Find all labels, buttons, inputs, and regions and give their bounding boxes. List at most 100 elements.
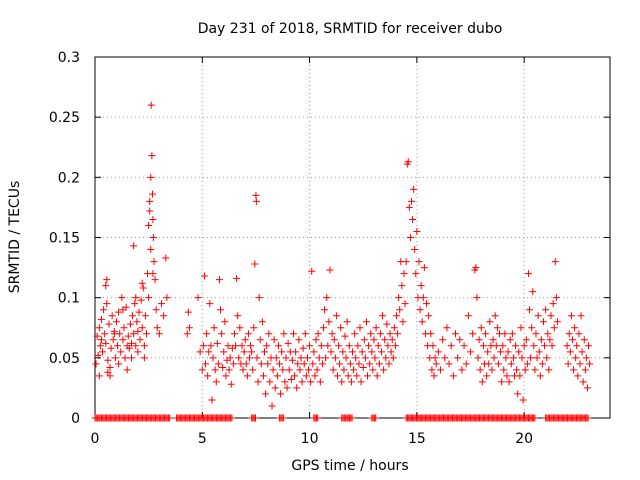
data-point	[535, 348, 543, 356]
data-point	[200, 272, 208, 280]
data-point	[104, 368, 112, 376]
data-point	[106, 372, 114, 380]
data-point	[543, 354, 551, 362]
data-point	[268, 402, 276, 410]
data-point	[529, 288, 537, 296]
data-point	[354, 342, 362, 350]
x-tick-label: 10	[301, 431, 319, 447]
data-point	[283, 384, 291, 392]
data-point	[219, 363, 227, 371]
data-point	[383, 320, 391, 328]
data-point	[369, 366, 377, 374]
data-point	[537, 336, 545, 344]
data-point	[441, 354, 449, 362]
data-point	[307, 378, 315, 386]
data-point	[469, 330, 477, 338]
data-point	[97, 336, 105, 344]
data-point	[93, 332, 101, 340]
data-point	[291, 372, 299, 380]
data-point	[370, 336, 378, 344]
data-point	[528, 324, 536, 332]
data-point	[185, 324, 193, 332]
data-point	[402, 258, 410, 266]
data-point	[272, 354, 280, 362]
data-point	[443, 324, 451, 332]
data-point	[389, 354, 397, 362]
data-point	[96, 342, 104, 350]
data-point	[336, 360, 344, 368]
data-point	[106, 363, 114, 371]
data-point	[338, 378, 346, 386]
data-point	[261, 348, 269, 356]
data-point	[400, 270, 408, 278]
data-point	[552, 294, 560, 302]
data-point	[492, 342, 500, 350]
data-point	[238, 342, 246, 350]
data-point	[207, 342, 215, 350]
data-point	[134, 327, 142, 335]
data-point	[401, 300, 409, 308]
data-point	[278, 348, 286, 356]
data-point	[408, 197, 416, 205]
data-point	[391, 342, 399, 350]
data-point	[358, 348, 366, 356]
data-point	[581, 366, 589, 374]
data-point	[97, 315, 105, 323]
data-point	[509, 354, 517, 362]
data-point	[547, 312, 555, 320]
data-point	[320, 324, 328, 332]
data-point	[498, 378, 506, 386]
data-point	[135, 308, 143, 316]
data-point	[371, 354, 379, 362]
data-point	[330, 336, 338, 344]
data-point	[303, 354, 311, 362]
data-point	[394, 330, 402, 338]
data-point	[149, 270, 157, 278]
data-point	[270, 336, 278, 344]
data-point	[575, 330, 583, 338]
data-point	[577, 312, 585, 320]
data-point	[365, 342, 373, 350]
data-point	[538, 360, 546, 368]
data-point	[145, 294, 153, 302]
data-point	[531, 414, 539, 422]
data-point	[257, 360, 265, 368]
data-point	[390, 324, 398, 332]
data-point	[404, 158, 412, 166]
data-point	[218, 330, 226, 338]
data-point	[297, 354, 305, 362]
data-point	[356, 324, 364, 332]
data-point	[294, 360, 302, 368]
data-point	[430, 372, 438, 380]
data-point	[328, 330, 336, 338]
data-point	[202, 360, 210, 368]
data-point	[515, 348, 523, 356]
data-point	[184, 308, 192, 316]
data-point	[263, 342, 271, 350]
data-point	[346, 360, 354, 368]
x-tick-label: 20	[515, 431, 533, 447]
data-point	[583, 384, 591, 392]
data-point	[115, 360, 123, 368]
data-point	[349, 348, 356, 356]
data-point	[101, 330, 109, 338]
data-point	[501, 330, 509, 338]
data-point	[126, 320, 134, 328]
data-point	[132, 342, 140, 350]
data-point	[108, 312, 116, 320]
data-point	[276, 360, 284, 368]
data-point	[153, 324, 161, 332]
data-point	[321, 306, 329, 314]
data-point	[439, 336, 447, 344]
data-point	[524, 270, 532, 278]
x-tick-label: 5	[198, 431, 207, 447]
data-point	[568, 336, 576, 344]
data-point	[417, 282, 425, 290]
data-point	[236, 324, 244, 332]
data-point	[324, 342, 332, 350]
data-point	[567, 312, 575, 320]
data-point	[299, 344, 307, 352]
data-point	[129, 312, 137, 320]
data-point	[548, 342, 556, 350]
data-point	[385, 360, 393, 368]
